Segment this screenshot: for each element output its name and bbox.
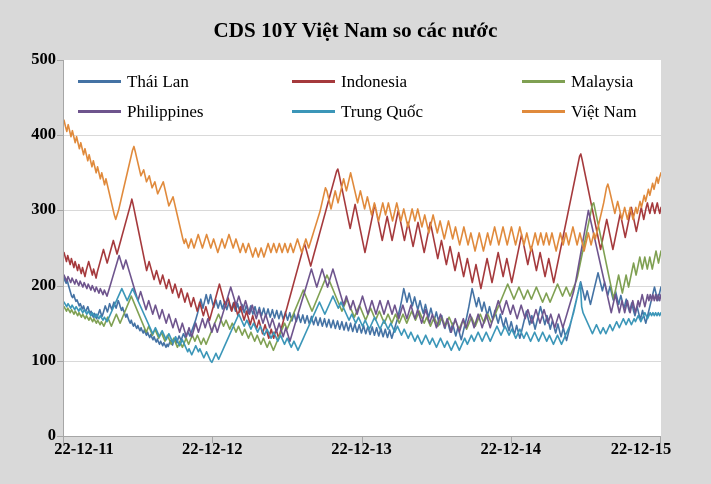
legend-swatch-icon [78,79,121,83]
y-axis-tick [57,135,63,137]
legend-item[interactable]: Việt Nam [522,98,637,124]
legend-row: Thái Lan Indonesia Malaysia [70,68,650,94]
x-axis-tick [212,437,213,443]
gridline [64,210,661,211]
x-axis-tick [362,437,363,443]
x-axis-tick-label: 22-12-11 [54,439,114,458]
y-axis-tick [57,210,63,212]
x-axis-tick-label: 22-12-12 [182,439,243,458]
legend-item[interactable]: Indonesia [292,68,407,94]
legend-item[interactable]: Malaysia [522,68,633,94]
legend-item[interactable]: Trung Quốc [292,98,423,124]
series-line [64,202,661,352]
plot-clip [64,60,661,436]
legend-label: Malaysia [571,71,634,91]
y-axis-tick [57,436,63,437]
x-axis: 22-12-11 22-12-12 22-12-13 22-12-14 22-12-15 [0,437,711,471]
legend-swatch-icon [292,79,335,83]
y-axis-tick [57,60,63,61]
x-axis-tick [63,437,64,443]
chart-title: CDS 10Y Việt Nam so các nước [213,18,498,42]
legend-item[interactable]: Thái Lan [78,68,189,94]
y-axis-tick-label: 500 [31,49,56,68]
x-axis-tick-label: 22-12-14 [480,439,542,458]
y-axis-tick-label: 100 [31,349,56,369]
legend-swatch-icon [522,109,565,113]
plot-area [63,60,661,437]
series-lines [64,119,661,364]
y-axis-tick [57,285,63,287]
legend-label: Thái Lan [127,71,189,91]
legend-label: Indonesia [341,71,408,91]
legend-swatch-icon [292,109,335,113]
legend-item[interactable]: Philippines [78,98,204,124]
gridline [64,135,661,136]
legend-swatch-icon [522,79,565,83]
gridline [64,286,661,287]
legend-label: Việt Nam [571,101,637,121]
y-axis-tick-label: 0 [47,425,56,444]
legend-label: Philippines [127,101,204,121]
series-line [64,153,661,340]
chart-legend: Thái Lan Indonesia Malaysia Philippines Trun… [70,68,650,124]
y-axis-tick-label: 300 [31,199,56,219]
x-axis-tick [660,437,661,443]
gridline [64,361,661,362]
series-line [64,209,661,343]
legend-label: Trung Quốc [341,101,424,121]
y-axis-tick [57,360,63,362]
x-axis-tick-label: 22-12-15 [610,439,672,458]
y-axis-tick-label: 200 [31,274,56,294]
legend-swatch-icon [78,109,121,113]
series-line [64,281,661,364]
x-axis-tick [511,437,512,443]
y-axis: 500 400 300 200 100 0 [0,0,63,484]
legend-row: Philippines Trung Quốc Việt Nam [70,98,650,124]
series-line [64,119,661,258]
x-axis-tick-label: 22-12-13 [331,439,392,458]
y-axis-tick-label: 400 [31,124,56,144]
series-line [64,272,661,349]
